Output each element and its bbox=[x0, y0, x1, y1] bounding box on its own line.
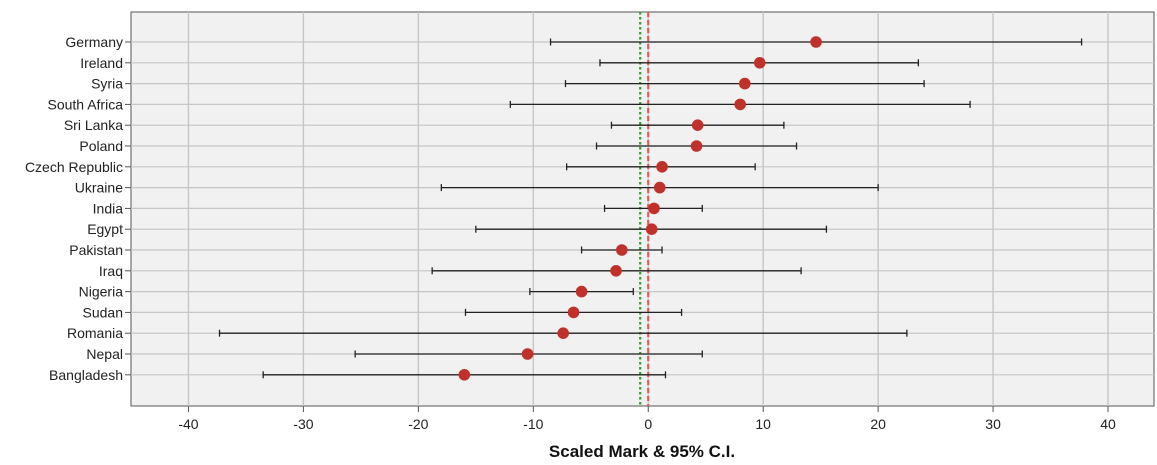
x-tick-label: 40 bbox=[1100, 416, 1116, 432]
x-tick-label: 30 bbox=[985, 416, 1001, 432]
x-tick-label: 0 bbox=[644, 416, 652, 432]
y-tick-labels: Germany Ireland Syria South Africa Sri Lanka… bbox=[25, 34, 123, 383]
mean-marker bbox=[521, 348, 534, 360]
x-tick-label: 10 bbox=[755, 416, 771, 432]
y-tick-label: South Africa bbox=[48, 96, 124, 112]
y-tick-label: Egypt bbox=[87, 221, 123, 237]
y-tick-label: Poland bbox=[79, 138, 123, 154]
mean-marker bbox=[616, 244, 628, 256]
y-tick-label: Nigeria bbox=[79, 284, 124, 300]
mean-marker bbox=[739, 77, 751, 90]
mean-marker bbox=[653, 181, 666, 194]
y-tick-label: Pakistan bbox=[69, 242, 123, 258]
x-tick-label: -40 bbox=[178, 416, 198, 432]
y-tick-label: Nepal bbox=[86, 346, 123, 362]
mean-marker bbox=[610, 265, 622, 277]
mean-marker bbox=[648, 202, 660, 215]
mean-marker bbox=[656, 161, 668, 173]
mean-marker bbox=[567, 306, 580, 319]
mean-marker bbox=[690, 140, 703, 152]
mean-marker bbox=[645, 223, 658, 235]
mean-marker bbox=[734, 98, 747, 111]
y-tick-label: Sri Lanka bbox=[64, 117, 123, 133]
y-tick-label: Sudan bbox=[83, 304, 123, 320]
x-tick-label: -30 bbox=[293, 416, 313, 432]
y-tick-label: Ireland bbox=[80, 55, 123, 71]
y-tick-label: Czech Republic bbox=[25, 159, 123, 175]
y-tick-label: Romania bbox=[67, 325, 123, 341]
y-tick-label: Iraq bbox=[99, 263, 123, 279]
point-markers bbox=[458, 36, 822, 381]
x-tick-label: 20 bbox=[870, 416, 886, 432]
y-tick-label: Germany bbox=[65, 34, 123, 50]
mean-marker bbox=[691, 119, 704, 131]
x-tick-label: -10 bbox=[523, 416, 543, 432]
x-tick-label: -20 bbox=[408, 416, 428, 432]
y-tick-label: India bbox=[93, 200, 124, 216]
mean-marker bbox=[458, 369, 471, 381]
mean-marker bbox=[557, 327, 569, 340]
mean-marker bbox=[753, 57, 766, 69]
x-axis-title: Scaled Mark & 95% C.I. bbox=[549, 442, 735, 461]
x-tick-labels: -40 -30 -20 -10 0 10 20 30 40 bbox=[178, 416, 1116, 432]
y-tick-label: Ukraine bbox=[75, 180, 123, 196]
y-tick-label: Syria bbox=[91, 76, 123, 92]
mean-marker bbox=[575, 285, 588, 298]
y-tick-label: Bangladesh bbox=[49, 367, 123, 383]
mean-marker bbox=[810, 36, 822, 48]
